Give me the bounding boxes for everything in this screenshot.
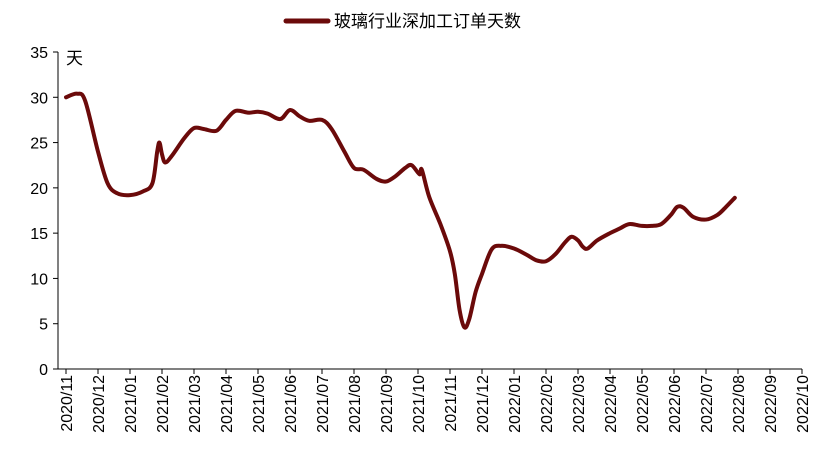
y-tick-label: 25 <box>30 136 48 153</box>
x-tick-label: 2022/06 <box>667 375 684 433</box>
x-tick-label: 2022/05 <box>635 375 652 433</box>
y-axis-unit: 天 <box>66 49 83 69</box>
x-tick-label: 2021/04 <box>219 375 236 433</box>
x-tick-label: 2021/08 <box>347 375 364 433</box>
axes <box>57 52 802 370</box>
x-tick-label: 2021/09 <box>379 375 396 433</box>
x-tick-label: 2022/09 <box>763 375 780 433</box>
x-tick-label: 2022/07 <box>699 375 716 433</box>
series-line <box>64 91 737 330</box>
x-tick-label: 2020/12 <box>91 375 108 433</box>
x-tick-label: 2020/11 <box>59 375 76 432</box>
x-tick-label: 2021/10 <box>411 375 428 433</box>
x-tick-label: 2022/10 <box>795 375 812 433</box>
x-tick-label: 2021/03 <box>187 375 204 433</box>
y-tick-label: 0 <box>39 362 48 379</box>
y-tick-label: 20 <box>30 181 48 198</box>
x-tick-label: 2021/02 <box>155 375 172 433</box>
x-tick-label: 2021/07 <box>315 375 332 433</box>
legend-label: 玻璃行业深加工订单天数 <box>334 12 521 32</box>
y-tick-label: 30 <box>30 90 48 107</box>
x-tick-label: 2022/03 <box>571 375 588 433</box>
legend: 玻璃行业深加工订单天数 <box>283 12 521 32</box>
x-tick-label: 2021/05 <box>251 375 268 433</box>
x-tick-label: 2022/01 <box>507 375 524 433</box>
x-ticks: 2020/11 2020/12 2021/01 2021/02 2021/03 2021/… <box>59 369 812 433</box>
x-tick-label: 2022/04 <box>603 375 620 433</box>
x-tick-label: 2021/01 <box>123 375 140 433</box>
x-tick-label: 2022/02 <box>539 375 556 433</box>
series-layer <box>64 91 737 330</box>
x-tick-label: 2021/12 <box>475 375 492 433</box>
y-tick-label: 5 <box>39 317 48 334</box>
y-tick-label: 15 <box>30 226 48 243</box>
x-tick-label: 2021/11 <box>443 375 460 432</box>
y-tick-label: 35 <box>30 45 48 62</box>
x-tick-label: 2021/06 <box>283 375 300 433</box>
y-ticks: 0 5 10 15 20 25 30 35 <box>30 45 58 379</box>
y-tick-label: 10 <box>30 271 48 288</box>
x-tick-label: 2022/08 <box>731 375 748 433</box>
